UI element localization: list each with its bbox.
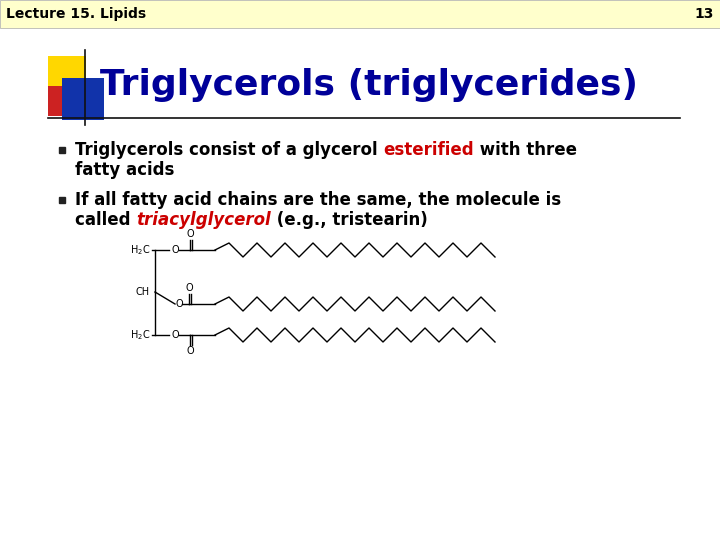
Text: fatty acids: fatty acids <box>75 161 174 179</box>
Bar <box>48 86 83 116</box>
Text: called: called <box>75 211 136 229</box>
Text: with three: with three <box>474 141 577 159</box>
Text: triacylglycerol: triacylglycerol <box>136 211 271 229</box>
Text: Lecture 15. Lipids: Lecture 15. Lipids <box>6 7 146 21</box>
Text: (e.g., tristearin): (e.g., tristearin) <box>271 211 428 229</box>
Bar <box>48 56 86 92</box>
Text: O: O <box>171 330 179 340</box>
Text: Triglycerols consist of a glycerol: Triglycerols consist of a glycerol <box>75 141 383 159</box>
Bar <box>0 0 720 28</box>
Text: Triglycerols (triglycerides): Triglycerols (triglycerides) <box>100 68 638 102</box>
Text: O: O <box>185 283 193 293</box>
Text: O: O <box>175 299 183 309</box>
Text: O: O <box>186 229 194 239</box>
Text: esterified: esterified <box>383 141 474 159</box>
Text: CH: CH <box>136 287 150 297</box>
Bar <box>62 78 104 120</box>
Text: H$_2$C: H$_2$C <box>130 243 150 257</box>
Text: If all fatty acid chains are the same, the molecule is: If all fatty acid chains are the same, t… <box>75 191 561 209</box>
Text: 13: 13 <box>695 7 714 21</box>
Text: O: O <box>171 245 179 255</box>
Text: H$_2$C: H$_2$C <box>130 328 150 342</box>
Text: O: O <box>186 346 194 356</box>
